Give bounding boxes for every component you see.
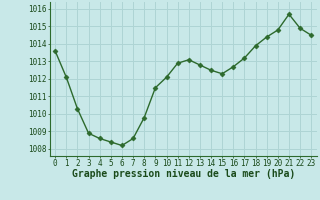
X-axis label: Graphe pression niveau de la mer (hPa): Graphe pression niveau de la mer (hPa) bbox=[72, 169, 295, 179]
